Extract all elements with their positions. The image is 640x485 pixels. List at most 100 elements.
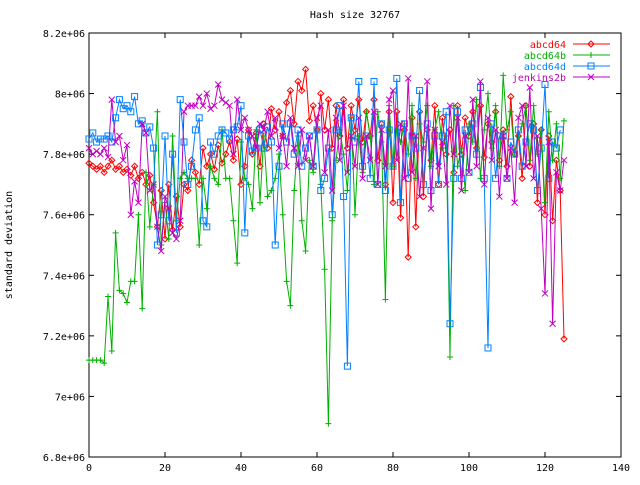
data-point-abcd64d (161, 132, 169, 140)
data-point-abcd64 (130, 162, 139, 170)
data-point-jenkins2b (374, 181, 382, 188)
data-point-jenkins2b (416, 193, 423, 200)
data-point-jenkins2b (420, 144, 427, 152)
data-point-abcd64d (347, 114, 355, 122)
y-tick-label: 6.8e+06 (43, 453, 85, 464)
y-tick-label: 8.2e+06 (43, 29, 85, 40)
data-point-abcd64 (267, 105, 276, 113)
data-point-abcd64 (115, 162, 124, 170)
data-point-abcd64b (230, 217, 237, 224)
data-point-jenkins2b (249, 132, 256, 140)
data-point-abcd64d (393, 74, 401, 82)
data-point-jenkins2b (294, 162, 302, 170)
data-point-jenkins2b (157, 247, 165, 255)
data-point-jenkins2b (442, 181, 450, 188)
data-point-abcd64d (552, 144, 560, 152)
data-point-jenkins2b (450, 150, 458, 158)
data-point-jenkins2b (382, 162, 389, 170)
data-point-jenkins2b (435, 162, 442, 170)
data-point-jenkins2b (116, 132, 123, 140)
data-point-abcd64d (404, 174, 412, 182)
data-point-jenkins2b (336, 156, 344, 164)
data-point-abcd64d (85, 135, 93, 143)
data-point-abcd64d (271, 241, 279, 249)
data-point-jenkins2b (492, 126, 499, 134)
data-point-abcd64 (309, 101, 317, 110)
data-point-jenkins2b (404, 75, 412, 82)
data-point-abcd64b (450, 102, 457, 109)
data-point-jenkins2b (427, 205, 435, 213)
data-point-jenkins2b (279, 132, 287, 140)
data-point-jenkins2b (366, 156, 374, 164)
data-point-abcd64 (370, 95, 378, 104)
data-point-abcd64 (556, 186, 564, 195)
data-point-jenkins2b (290, 144, 298, 152)
y-tick-label: 7.8e+06 (43, 150, 85, 161)
data-point-abcd64d (530, 126, 538, 134)
data-point-abcd64b (374, 108, 381, 115)
data-point-abcd64 (282, 98, 291, 107)
y-axis: 6.8e+06 7e+06 7.2e+06 7.4e+06 7.6e+06 7.8e+06… (43, 29, 621, 464)
data-point-abcd64 (518, 174, 526, 183)
data-point-jenkins2b (275, 144, 283, 152)
data-point-abcd64b (283, 278, 290, 285)
data-point-abcd64d (355, 77, 363, 85)
data-point-abcd64 (491, 108, 500, 116)
data-point-jenkins2b (541, 290, 549, 297)
data-point-abcd64 (225, 138, 234, 146)
data-point-abcd64d (412, 144, 420, 152)
data-point-jenkins2b (397, 120, 404, 128)
x-tick-label: 40 (235, 463, 247, 474)
data-point-abcd64 (339, 95, 348, 104)
data-point-jenkins2b (260, 126, 268, 134)
data-point-abcd64 (111, 165, 120, 173)
data-point-abcd64 (560, 335, 568, 343)
data-point-jenkins2b (271, 114, 279, 122)
data-point-abcd64b (124, 299, 130, 306)
data-point-jenkins2b (207, 105, 214, 113)
data-point-jenkins2b (355, 114, 363, 122)
data-point-jenkins2b (446, 102, 454, 110)
data-point-abcd64 (332, 101, 340, 110)
data-point-jenkins2b (511, 199, 518, 206)
data-point-abcd64b (291, 187, 298, 194)
data-point-abcd64 (290, 120, 298, 128)
legend-marker (587, 40, 595, 48)
data-point-abcd64 (92, 165, 101, 173)
data-point-abcd64b (143, 169, 149, 176)
data-point-abcd64b (363, 108, 370, 115)
data-point-abcd64d (317, 186, 325, 194)
data-point-abcd64 (347, 101, 355, 110)
data-point-jenkins2b (340, 102, 347, 110)
data-point-abcd64b (325, 420, 332, 427)
data-point-abcd64 (161, 235, 169, 243)
data-point-abcd64 (233, 135, 241, 143)
data-point-abcd64d (366, 174, 374, 182)
data-point-abcd64 (396, 214, 405, 222)
data-point-abcd64 (415, 108, 424, 116)
data-point-jenkins2b (97, 150, 104, 158)
data-point-jenkins2b (321, 168, 328, 176)
data-point-abcd64b (298, 217, 305, 224)
data-point-abcd64b (234, 260, 241, 267)
x-tick-label: 100 (460, 463, 478, 474)
data-point-jenkins2b (393, 156, 401, 164)
data-point-abcd64b (382, 296, 389, 303)
data-point-jenkins2b (359, 175, 366, 182)
data-point-jenkins2b (553, 168, 560, 176)
data-point-abcd64 (96, 162, 105, 170)
data-point-abcd64b (477, 175, 484, 182)
data-point-abcd64b (264, 193, 271, 200)
data-point-abcd64d (442, 108, 450, 116)
data-point-jenkins2b (222, 99, 230, 107)
data-point-abcd64d (340, 193, 348, 201)
data-point-abcd64b (530, 102, 537, 109)
data-point-jenkins2b (252, 144, 260, 152)
data-point-jenkins2b (192, 102, 199, 110)
data-point-abcd64d (446, 320, 454, 328)
data-point-abcd64 (526, 162, 534, 170)
data-point-jenkins2b (123, 141, 131, 149)
data-point-abcd64d (549, 138, 557, 146)
data-point-abcd64 (469, 108, 477, 116)
data-point-abcd64d (222, 129, 230, 137)
